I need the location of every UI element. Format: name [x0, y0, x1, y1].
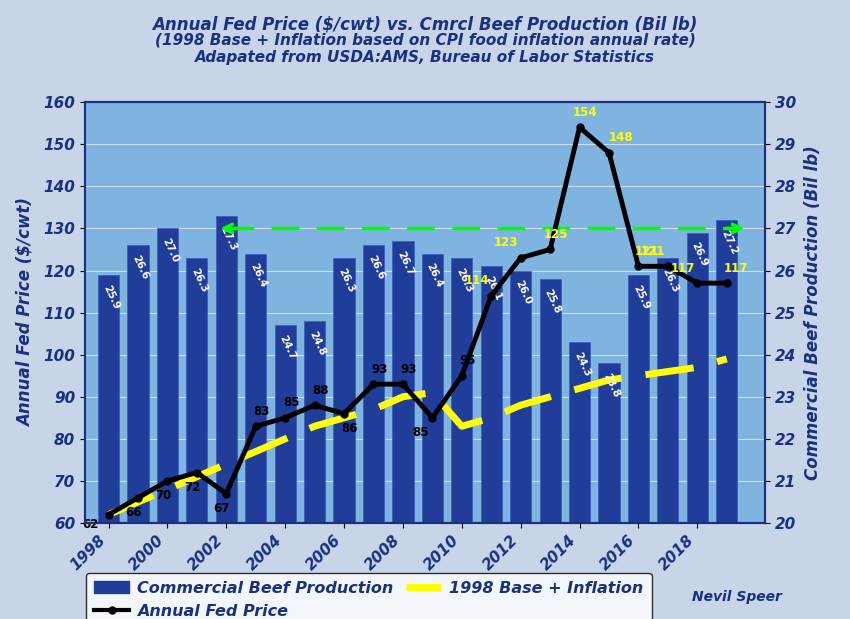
Text: 26.9: 26.9 — [689, 241, 710, 269]
Text: 88: 88 — [312, 384, 329, 397]
Bar — [245, 254, 266, 619]
Text: 70: 70 — [155, 489, 171, 502]
Bar — [510, 271, 531, 619]
Bar — [98, 275, 119, 619]
Text: 26.7: 26.7 — [395, 249, 416, 277]
Text: 25.8: 25.8 — [542, 287, 563, 315]
Text: 67: 67 — [213, 501, 230, 514]
Bar — [451, 258, 473, 619]
Text: 25.9: 25.9 — [631, 283, 651, 311]
Bar — [657, 258, 678, 619]
Text: 62: 62 — [82, 519, 99, 532]
Bar — [393, 241, 413, 619]
Text: 125: 125 — [544, 228, 569, 241]
Bar — [275, 325, 296, 619]
Text: 26.4: 26.4 — [248, 262, 268, 290]
Text: 85: 85 — [412, 426, 429, 439]
Text: 95: 95 — [460, 354, 476, 367]
Bar — [628, 275, 649, 619]
Text: 93: 93 — [400, 363, 417, 376]
Text: 26.0: 26.0 — [513, 279, 533, 306]
Text: 114: 114 — [464, 274, 489, 287]
Bar — [333, 258, 354, 619]
Text: 23.8: 23.8 — [602, 371, 621, 399]
Text: 26.3: 26.3 — [337, 266, 356, 294]
Bar — [216, 216, 237, 619]
Bar — [186, 258, 207, 619]
Text: 117: 117 — [723, 262, 748, 275]
Y-axis label: Annual Fed Price ($/cwt): Annual Fed Price ($/cwt) — [17, 198, 35, 427]
Legend: Commercial Beef Production, Annual Fed Price, 1998 Base + Inflation: Commercial Beef Production, Annual Fed P… — [86, 573, 652, 619]
Text: 26.3: 26.3 — [660, 266, 680, 294]
Bar — [598, 363, 620, 619]
Bar — [363, 245, 384, 619]
Bar — [687, 233, 708, 619]
Text: 27.3: 27.3 — [218, 224, 239, 252]
Text: Adapated from USDA:AMS, Bureau of Labor Statistics: Adapated from USDA:AMS, Bureau of Labor … — [195, 50, 655, 64]
Text: 93: 93 — [371, 363, 388, 376]
Text: 26.3: 26.3 — [454, 266, 474, 294]
Bar — [569, 342, 590, 619]
Text: 24.8: 24.8 — [307, 329, 327, 357]
Text: Nevil Speer: Nevil Speer — [692, 589, 782, 604]
Text: 121: 121 — [641, 245, 666, 258]
Bar — [717, 220, 737, 619]
Text: Annual Fed Price ($/cwt) vs. Cmrcl Beef Production (Bil lb): Annual Fed Price ($/cwt) vs. Cmrcl Beef … — [152, 15, 698, 33]
Text: 26.6: 26.6 — [130, 254, 150, 281]
Text: 85: 85 — [283, 396, 299, 409]
Text: 117: 117 — [671, 262, 694, 275]
Text: 121: 121 — [635, 245, 660, 258]
Bar — [304, 321, 326, 619]
Bar — [157, 228, 178, 619]
Text: 27.2: 27.2 — [719, 228, 740, 256]
Text: (1998 Base + Inflation based on CPI food inflation annual rate): (1998 Base + Inflation based on CPI food… — [155, 33, 695, 48]
Text: 83: 83 — [253, 405, 269, 418]
Text: 123: 123 — [494, 236, 518, 249]
Text: 72: 72 — [184, 480, 201, 493]
Bar — [540, 279, 561, 619]
Text: 86: 86 — [342, 422, 358, 435]
Text: 25.9: 25.9 — [101, 283, 121, 311]
Text: 148: 148 — [609, 131, 633, 144]
Bar — [480, 266, 501, 619]
Text: 24.3: 24.3 — [572, 350, 592, 378]
Text: 27.0: 27.0 — [160, 237, 180, 264]
Text: 66: 66 — [125, 506, 142, 519]
Y-axis label: Commercial Beef Production (Bil lb): Commercial Beef Production (Bil lb) — [804, 145, 822, 480]
Text: 26.4: 26.4 — [425, 262, 445, 290]
Bar — [128, 245, 149, 619]
Text: 154: 154 — [573, 106, 598, 119]
Text: 24.7: 24.7 — [278, 334, 297, 361]
Text: 26.1: 26.1 — [484, 275, 503, 302]
Text: 26.6: 26.6 — [366, 254, 386, 281]
Bar — [422, 254, 443, 619]
Text: 26.3: 26.3 — [190, 266, 209, 294]
